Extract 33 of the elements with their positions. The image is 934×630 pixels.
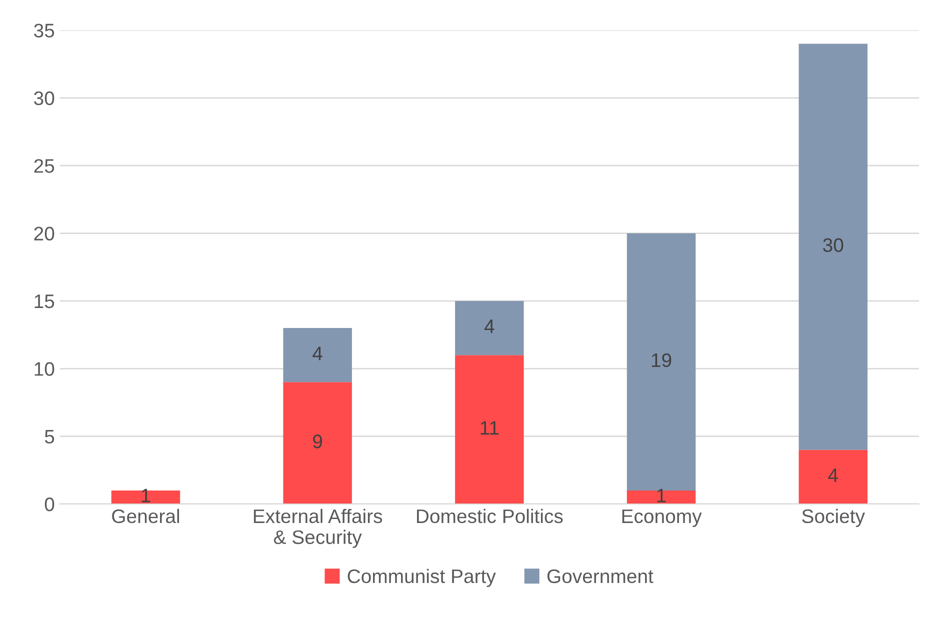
bar (283, 328, 352, 382)
data-label: 9 (313, 434, 322, 448)
x-tick-label: External Affairs & Security (254, 508, 382, 548)
data-label: 1 (142, 488, 150, 502)
data-label: 30 (823, 238, 844, 252)
data-label: 4 (484, 320, 494, 334)
legend-label: Communist Party (348, 568, 496, 587)
data-label: 19 (652, 353, 672, 368)
y-tick-label: 20 (34, 226, 54, 241)
data-label: 4 (828, 468, 838, 482)
x-tick-label: General (112, 508, 179, 524)
bar (798, 450, 868, 504)
y-tick-label: 0 (44, 497, 54, 512)
y-tick-label: 5 (44, 430, 54, 444)
bar (626, 233, 696, 490)
x-tick-label: Society (802, 508, 865, 527)
legend-label: Government (547, 569, 654, 584)
data-label: 1 (657, 488, 666, 502)
bar (283, 382, 352, 504)
data-label: 11 (480, 421, 499, 435)
y-tick-label: 25 (34, 159, 54, 173)
bar (798, 44, 868, 450)
x-tick-label: Economy (622, 510, 702, 527)
bar (455, 300, 524, 356)
y-tick-label: 10 (34, 362, 54, 376)
bar (111, 490, 180, 504)
data-label: 4 (312, 346, 322, 360)
y-tick-label: 35 (34, 24, 54, 38)
bar (455, 355, 524, 504)
bar (626, 490, 696, 504)
x-tick-label: Domestic Politics (417, 508, 563, 524)
y-tick-label: 30 (34, 91, 54, 106)
y-tick-label: 15 (34, 294, 54, 308)
